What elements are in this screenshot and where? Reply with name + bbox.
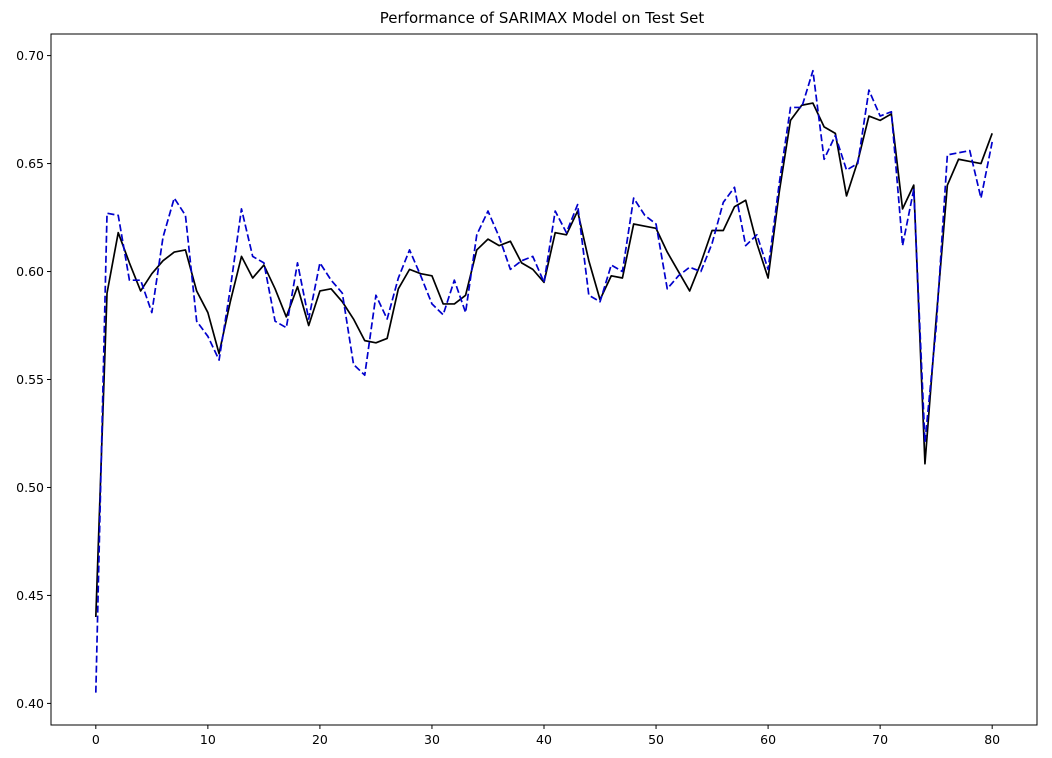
y-tick-label: 0.45 bbox=[16, 588, 44, 603]
x-tick-label: 0 bbox=[92, 732, 100, 747]
x-tick-label: 10 bbox=[200, 732, 216, 747]
series-line-2 bbox=[94, 69, 994, 693]
y-tick-label: 0.65 bbox=[16, 156, 44, 171]
series-layer bbox=[94, 69, 994, 693]
series-line-1 bbox=[94, 102, 993, 618]
x-tick-label: 40 bbox=[536, 732, 552, 747]
chart-title: Performance of SARIMAX Model on Test Set bbox=[380, 9, 705, 27]
x-tick-label: 50 bbox=[648, 732, 664, 747]
y-tick-label: 0.60 bbox=[16, 264, 44, 279]
plot-frame bbox=[50, 33, 1038, 726]
y-tick-label: 0.50 bbox=[16, 480, 44, 495]
y-tick-label: 0.40 bbox=[16, 696, 44, 711]
x-tick-label: 80 bbox=[984, 732, 1000, 747]
axes-layer: 0 10 20 30 40 50 60 70 80 0.40 0.45 0.50 0.55 0.60 0.6… bbox=[16, 33, 1038, 747]
x-tick-label: 70 bbox=[872, 732, 888, 747]
y-tick-label: 0.55 bbox=[16, 372, 44, 387]
y-tick-label: 0.70 bbox=[16, 48, 44, 63]
x-tick-label: 60 bbox=[760, 732, 776, 747]
x-tick-label: 30 bbox=[424, 732, 440, 747]
x-tick-label: 20 bbox=[312, 732, 328, 747]
